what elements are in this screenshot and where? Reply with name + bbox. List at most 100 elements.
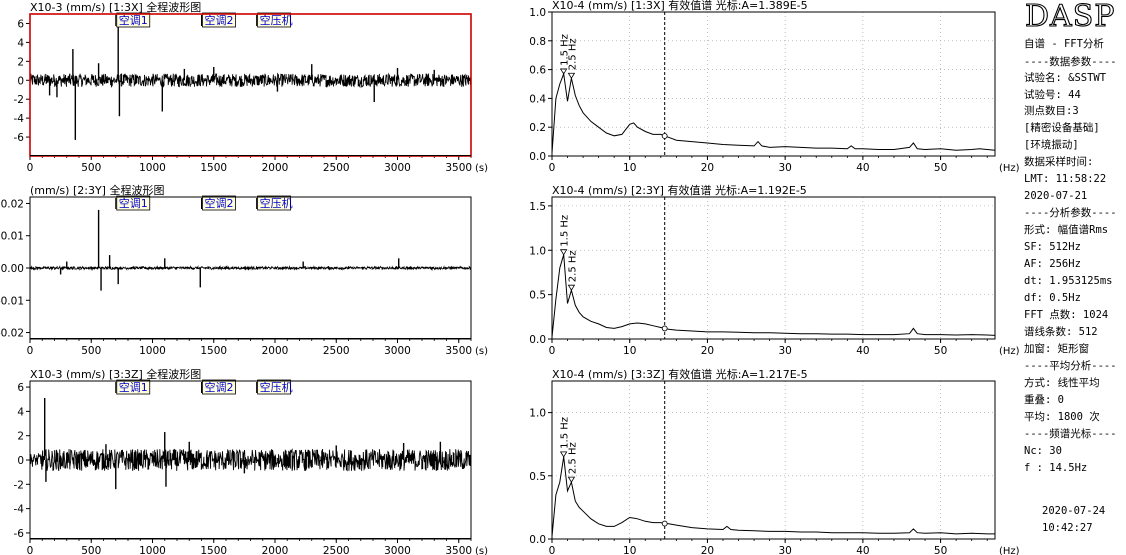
x-tick-label: 0 (549, 545, 556, 555)
x-unit-label: (Hz) (999, 346, 1020, 357)
event-marker-box (202, 195, 236, 211)
y-tick-label: 0 (17, 455, 24, 467)
event-marker-label: 空调2 (205, 380, 234, 394)
peak-label: 2.5 Hz (567, 250, 578, 282)
waveform-trace (29, 448, 472, 472)
x-tick-label: 1000 (139, 545, 166, 555)
event-marker-box (202, 379, 236, 395)
panel-line: 自谱 - FFT分析 (1024, 38, 1104, 50)
event-marker-label: 空调1 (119, 196, 148, 210)
y-tick-label: 0.00 (1, 263, 24, 275)
y-tick-label: 0.0 (529, 334, 546, 346)
panel-line: [精密设备基础] (1024, 122, 1100, 134)
panel-line: 试验名: &SSTWT (1024, 72, 1107, 84)
chart-title: X10-3 (mm/s) [1:3X] 全程波形图 (30, 0, 201, 14)
y-tick-label: 1.0 (529, 7, 546, 19)
x-tick-label: 30 (778, 545, 791, 555)
panel-line: 谱线条数: 512 (1024, 326, 1098, 338)
peak-marker (559, 249, 568, 256)
info-panel: DASP 自谱 - FFT分析 ----数据参数---- 试验名: &SSTWT 试验… (1022, 0, 1126, 555)
x-tick-label: 3500 (445, 162, 472, 174)
x-tick-label: 3000 (384, 545, 411, 555)
x-tick-label: 50 (934, 345, 947, 357)
y-tick-label: -4 (14, 504, 25, 516)
chart-title: (mm/s) [2:3Y] 全程波形图 (30, 183, 164, 197)
y-tick-label: 0.4 (529, 93, 546, 105)
cursor-marker (661, 133, 668, 139)
cursor-marker (661, 520, 668, 527)
y-tick-label: 1.0 (529, 245, 546, 257)
x-tick-label: 20 (701, 545, 714, 555)
x-tick-label: 3500 (445, 545, 472, 555)
chart-s3: X10-4 (mm/s) [3:3Z] 有效值谱 光标:A=1.217E-5 0 1… (529, 367, 1019, 555)
x-unit-label: (s) (475, 346, 488, 357)
x-tick-label: 0 (27, 162, 34, 174)
event-marker-box (257, 379, 292, 395)
event-marker-box (257, 195, 292, 211)
waveform-trace (29, 72, 472, 89)
x-tick-label: 10 (623, 545, 636, 555)
event-marker-label: 空压机 (260, 380, 293, 394)
y-tick-label: 0.02 (1, 198, 24, 210)
event-marker-box (202, 12, 236, 28)
spectrum-line (551, 456, 995, 537)
x-tick-label: 30 (778, 162, 791, 174)
x-tick-label: 1500 (200, 345, 227, 357)
x-tick-label: 20 (701, 345, 714, 357)
peak-marker (559, 68, 568, 75)
y-tick-label: 6 (17, 18, 24, 30)
x-tick-label: 3000 (384, 162, 411, 174)
x-tick-label: 40 (856, 162, 869, 174)
x-tick-label: 0 (27, 345, 34, 357)
x-unit-label: (Hz) (999, 546, 1020, 555)
event-marker-box (116, 12, 151, 28)
x-tick-label: 2500 (323, 545, 350, 555)
panel-line: 测点数目:3 (1024, 105, 1079, 117)
chart-s2: X10-4 (mm/s) [2:3Y] 有效值谱 光标:A=1.192E-5 0 1… (529, 183, 1019, 357)
x-tick-label: 500 (81, 162, 101, 174)
x-tick-label: 3000 (384, 345, 411, 357)
panel-line: 2020-07-24 (1042, 505, 1106, 517)
y-tick-label: 2 (17, 431, 24, 443)
y-tick-label: 6 (17, 382, 24, 394)
panel-line: 10:42:27 (1042, 522, 1093, 534)
panel-line: FFT 点数: 1024 (1024, 309, 1109, 321)
x-tick-label: 0 (549, 345, 556, 357)
x-tick-label: 30 (778, 345, 791, 357)
peak-marker (567, 72, 576, 80)
y-tick-label: 4 (17, 37, 24, 49)
peak-label: 2.5 Hz (567, 442, 578, 474)
peak-marker (559, 451, 568, 458)
peak-label: 1.5 Hz (560, 417, 571, 449)
panel-line: ----数据参数---- (1024, 56, 1117, 68)
panel-line: ----分析参数---- (1024, 207, 1117, 219)
panel-line: Nc: 30 (1024, 445, 1062, 457)
y-tick-label: 0.2 (529, 122, 546, 134)
chart-title: X10-3 (mm/s) [3:3Z] 全程波形图 (30, 367, 201, 381)
event-marker-label: 空压机 (260, 196, 293, 210)
panel-line: dt: 1.953125ms (1024, 275, 1113, 287)
peak-label: 2.5 Hz (567, 38, 578, 70)
panel-line: ----频谱光标---- (1024, 428, 1117, 440)
x-unit-label: (Hz) (999, 163, 1020, 174)
y-tick-label: 2 (17, 56, 24, 68)
y-tick-label: 0.5 (529, 290, 546, 302)
peak-label: 1.5 Hz (560, 215, 571, 247)
panel-line: 加窗: 矩形窗 (1024, 343, 1090, 355)
x-tick-label: 500 (81, 545, 101, 555)
cursor-marker (661, 325, 668, 332)
plot-frame (551, 380, 996, 540)
x-tick-label: 0 (27, 545, 34, 555)
y-tick-label: 0 (17, 75, 24, 87)
x-tick-label: 2500 (323, 345, 350, 357)
y-tick-label: 0.5 (529, 471, 546, 483)
dasp-logo: DASP (1024, 0, 1116, 35)
event-marker-label: 空调2 (205, 13, 234, 27)
panel-line: [环境振动] (1024, 139, 1079, 151)
event-marker-label: 空调1 (119, 380, 148, 394)
event-marker-label: 空压机 (260, 13, 293, 27)
panel-line: ----平均分析---- (1024, 360, 1117, 372)
plot-frame (551, 196, 996, 340)
y-tick-label: 0.8 (529, 36, 546, 48)
y-tick-label: 4 (17, 406, 24, 418)
